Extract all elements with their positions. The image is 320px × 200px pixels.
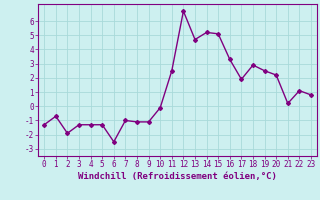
- X-axis label: Windchill (Refroidissement éolien,°C): Windchill (Refroidissement éolien,°C): [78, 172, 277, 181]
